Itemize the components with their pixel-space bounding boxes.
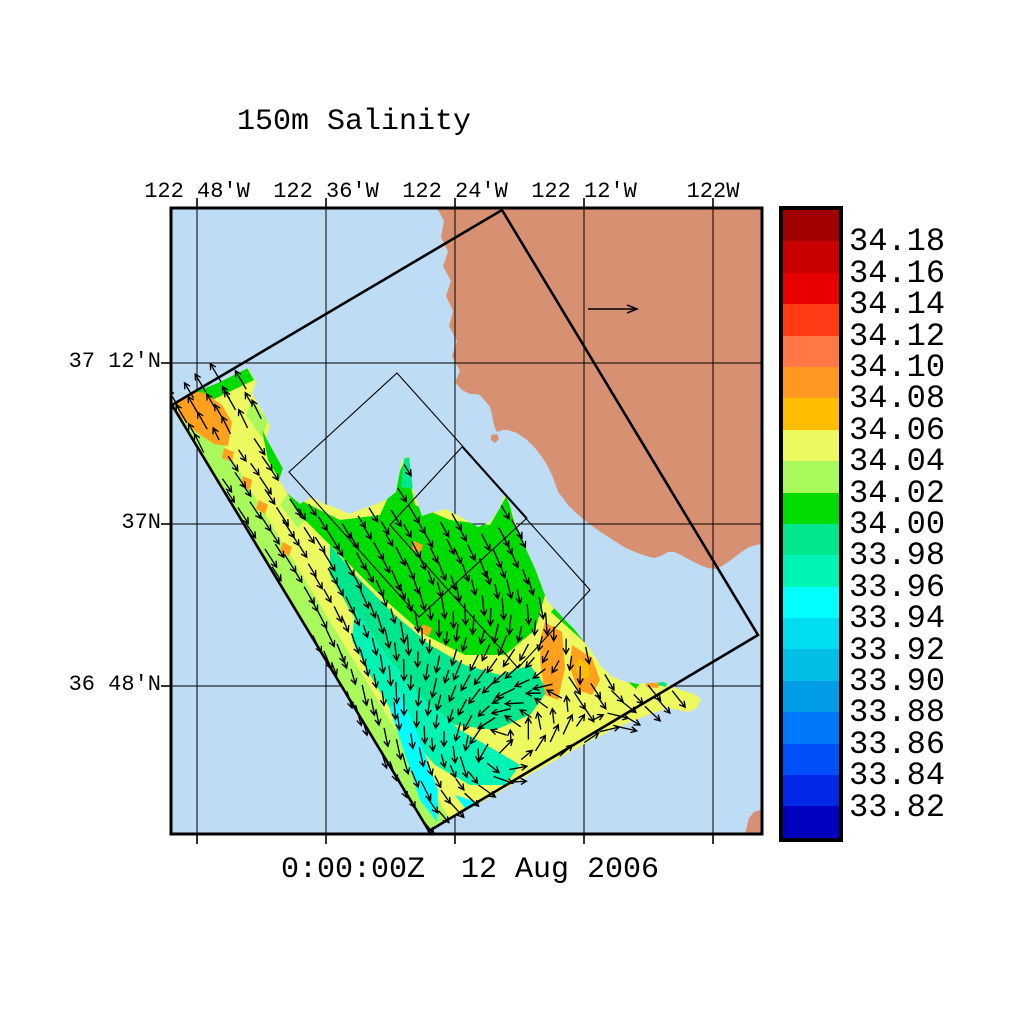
colorbar-label: 33.96 bbox=[849, 568, 946, 606]
colorbar-label: 33.86 bbox=[849, 725, 946, 763]
coastline-land bbox=[437, 208, 762, 569]
colorbar-segment bbox=[783, 335, 839, 367]
timestamp: 0:00:00Z 12 Aug 2006 bbox=[281, 853, 660, 887]
monterey-peninsula bbox=[745, 810, 762, 834]
colorbar-label: 34.00 bbox=[849, 506, 946, 543]
x-axis-tick-label: 122 48'W bbox=[144, 179, 250, 204]
colorbar-segment bbox=[783, 366, 839, 399]
colorbar-segment bbox=[783, 398, 839, 430]
colorbar-segment bbox=[783, 775, 839, 807]
x-axis-tick-label: 122 12'W bbox=[531, 179, 637, 204]
colorbar-label: 34.12 bbox=[849, 317, 946, 355]
colorbar-segment bbox=[783, 555, 839, 587]
x-axis-tick-label: 122W bbox=[686, 179, 740, 204]
colorbar-segment bbox=[783, 304, 839, 336]
x-axis-tick-label: 122 36'W bbox=[273, 179, 379, 204]
colorbar-label: 34.06 bbox=[849, 411, 946, 449]
colorbar-segment bbox=[783, 492, 839, 524]
colorbar-segment bbox=[783, 523, 839, 556]
islet bbox=[491, 434, 499, 443]
colorbar-segment bbox=[783, 649, 839, 681]
y-axis-tick-label: 36 48'N bbox=[68, 672, 161, 697]
nested-domain-outline bbox=[288, 372, 528, 618]
colorbar-label: 34.14 bbox=[849, 286, 946, 324]
y-axis-tick-label: 37N bbox=[121, 510, 161, 535]
colorbar-segment bbox=[783, 461, 839, 493]
colorbar-label: 33.84 bbox=[849, 757, 946, 795]
velocity-scale-arrow bbox=[588, 304, 640, 314]
colorbar-segment bbox=[783, 586, 839, 619]
colorbar-label: 33.98 bbox=[849, 537, 946, 575]
colorbar-label: 33.94 bbox=[849, 600, 946, 638]
colorbar-label: 34.02 bbox=[849, 474, 946, 512]
colorbar-segment bbox=[783, 618, 839, 650]
colorbar-segment bbox=[783, 272, 839, 305]
x-axis-tick-label: 122 24'W bbox=[402, 179, 508, 204]
colorbar-label: 34.16 bbox=[849, 254, 946, 292]
colorbar-segment bbox=[783, 743, 839, 776]
nested-domain-outline bbox=[389, 446, 591, 669]
colorbar-label: 34.18 bbox=[849, 223, 946, 261]
axis-ticks bbox=[161, 198, 714, 844]
map-frame bbox=[169, 206, 764, 836]
colorbar-label: 34.10 bbox=[849, 349, 946, 386]
model-domain-outline bbox=[171, 208, 760, 833]
plot-title: 150m Salinity bbox=[237, 105, 472, 139]
colorbar-segment bbox=[783, 241, 839, 273]
colorbar-label: 34.04 bbox=[849, 443, 946, 481]
colorbar-label: 33.90 bbox=[849, 663, 946, 700]
colorbar-segment bbox=[783, 429, 839, 462]
land-layer bbox=[437, 208, 762, 834]
colorbar-label: 33.82 bbox=[849, 788, 946, 826]
colorbar-segment bbox=[783, 680, 839, 713]
y-axis-tick-label: 37 12'N bbox=[68, 349, 161, 374]
colorbar-label: 34.08 bbox=[849, 380, 946, 418]
colorbar-segment bbox=[783, 712, 839, 744]
colorbar bbox=[779, 206, 843, 842]
colorbar-label: 33.92 bbox=[849, 631, 946, 669]
colorbar-label: 33.88 bbox=[849, 694, 946, 732]
colorbar-segment bbox=[783, 806, 839, 838]
colorbar-segment bbox=[783, 210, 839, 242]
velocity-vectors bbox=[171, 362, 687, 834]
